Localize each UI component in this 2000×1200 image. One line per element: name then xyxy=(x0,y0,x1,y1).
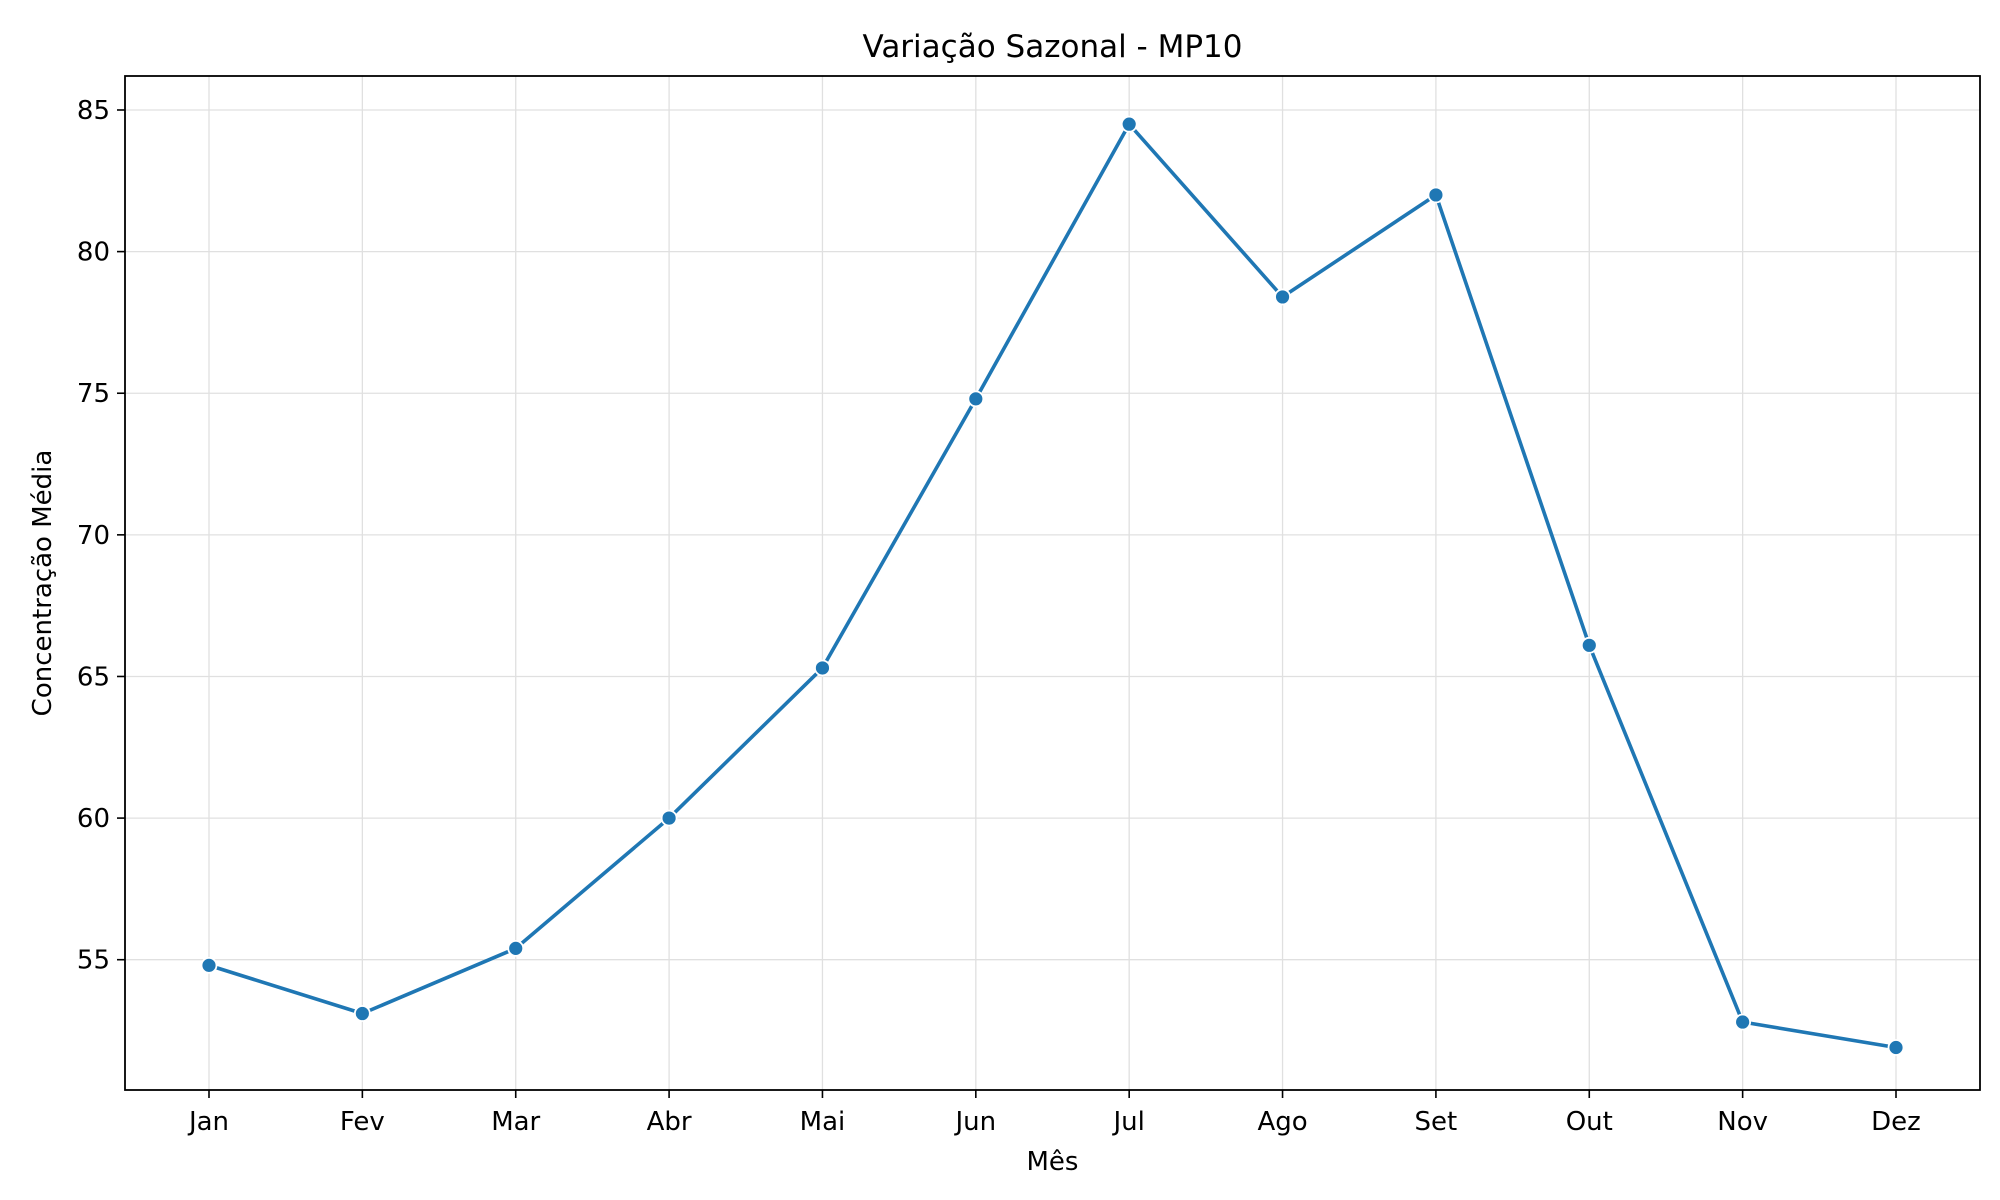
x-tick-label: Abr xyxy=(647,1107,692,1137)
data-point-jul xyxy=(1120,115,1138,133)
y-tick-label: 65 xyxy=(77,662,110,692)
y-axis-label: Concentração Média xyxy=(28,450,58,717)
series-layer xyxy=(200,115,1905,1056)
data-point-nov xyxy=(1734,1013,1752,1031)
data-point-jun xyxy=(967,390,985,408)
x-tick-label: Jun xyxy=(954,1107,997,1137)
x-tick-label: Nov xyxy=(1717,1107,1768,1137)
y-tick-label: 75 xyxy=(77,379,110,409)
x-tick-label: Fev xyxy=(340,1107,385,1137)
data-point-mai xyxy=(814,659,831,677)
x-tick-label: Mai xyxy=(800,1107,846,1137)
y-tick-label: 70 xyxy=(77,521,110,551)
x-axis-ticks: Jan Fev Mar Abr Mai Jun Jul Ago Set Out Nov Dez xyxy=(187,1090,1921,1137)
series-line xyxy=(208,122,1897,1050)
x-tick-label: Mar xyxy=(491,1107,540,1137)
data-point-fev xyxy=(353,1005,371,1022)
x-axis-label: Mês xyxy=(1027,1147,1079,1177)
data-point-set xyxy=(1427,186,1445,204)
plot-frame xyxy=(124,75,1981,1091)
x-tick-label: Out xyxy=(1566,1107,1613,1137)
y-tick-label: 85 xyxy=(77,96,110,126)
y-tick-label: 80 xyxy=(77,238,110,268)
data-point-out xyxy=(1580,636,1598,654)
data-point-ago xyxy=(1274,288,1291,306)
y-tick-label: 55 xyxy=(77,946,110,976)
x-tick-label: Jan xyxy=(187,1107,229,1137)
x-tick-label: Dez xyxy=(1871,1107,1921,1137)
y-axis-ticks: 55 60 65 70 75 80 85 xyxy=(77,96,125,976)
x-tick-label: Jul xyxy=(1111,1107,1144,1137)
data-point-jan xyxy=(200,956,218,974)
data-point-mar xyxy=(507,939,525,957)
y-tick-label: 60 xyxy=(77,804,110,834)
data-point-abr xyxy=(660,809,678,827)
x-tick-label: Ago xyxy=(1257,1107,1307,1137)
data-point-dez xyxy=(1887,1039,1905,1056)
x-tick-label: Set xyxy=(1415,1107,1458,1137)
chart-title: Variação Sazonal - MP10 xyxy=(863,29,1243,65)
grid-layer xyxy=(125,76,1980,1090)
